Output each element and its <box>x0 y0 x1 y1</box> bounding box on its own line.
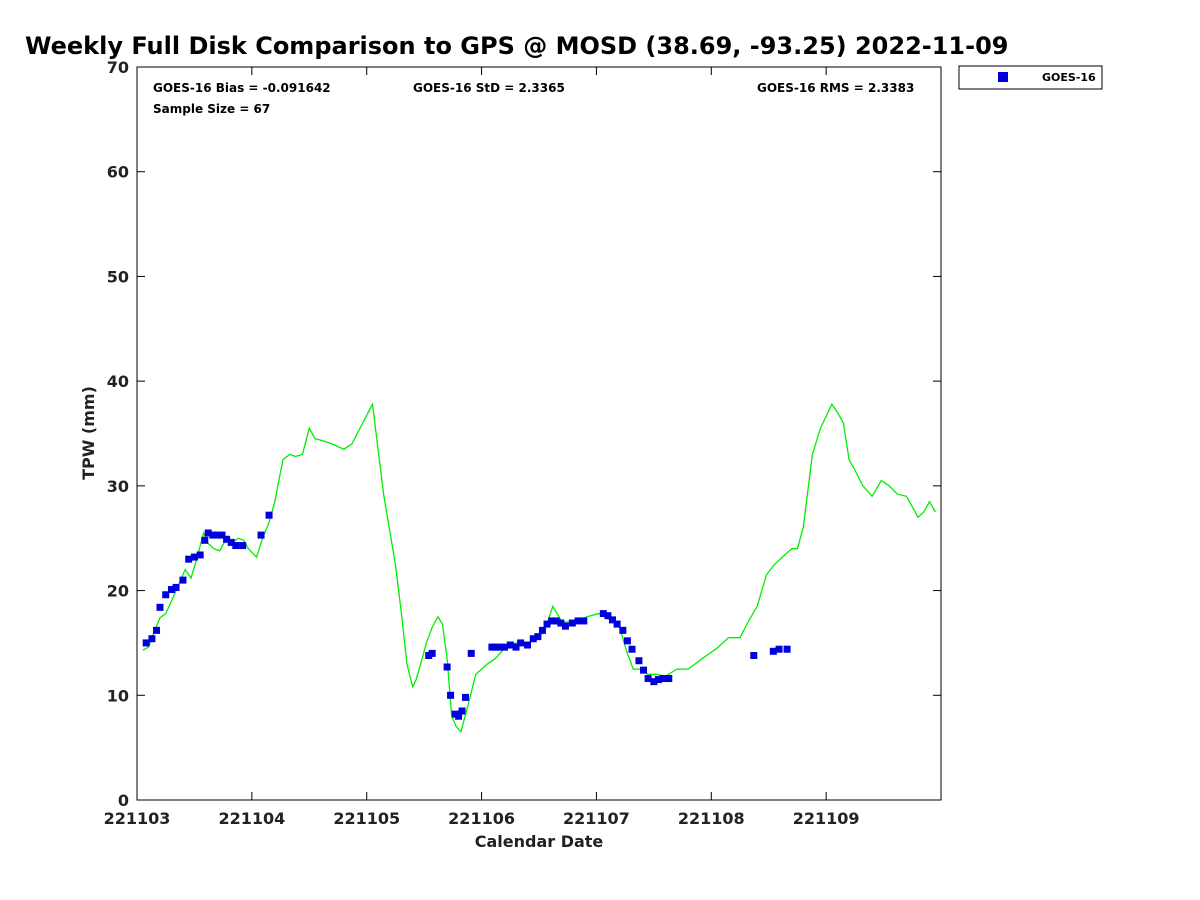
goes-16-point <box>543 620 551 628</box>
goes-16-point <box>501 643 509 651</box>
legend-box <box>958 65 1103 90</box>
goes-16-point <box>552 617 560 625</box>
goes-16-point <box>561 622 569 630</box>
goes-16-point <box>613 620 621 628</box>
gps-series <box>142 402 936 734</box>
goes-16-point <box>461 693 469 701</box>
x-tick-label: 221103 <box>104 809 171 828</box>
goes-16-point <box>619 626 627 634</box>
goes-16-point <box>223 535 231 543</box>
goes-16-point <box>609 616 617 624</box>
goes-16-point <box>201 536 209 544</box>
goes-16-point <box>467 649 475 657</box>
legend-marker <box>998 72 1008 82</box>
goes-16-point <box>209 531 217 539</box>
goes-16-point <box>599 610 607 618</box>
x-axis-label: Calendar Date <box>475 832 604 851</box>
goes-16-point <box>659 675 667 683</box>
goes-16-point <box>148 635 156 643</box>
goes-16-point <box>534 633 542 641</box>
goes-16-point <box>654 676 662 684</box>
goes-16-point <box>447 691 455 699</box>
goes-16-point <box>491 643 499 651</box>
y-tick-label: 20 <box>107 582 129 601</box>
x-tick-label: 221108 <box>678 809 745 828</box>
goes-16-point <box>232 542 240 550</box>
x-tick-label: 221104 <box>218 809 285 828</box>
x-tick-label: 221109 <box>793 809 860 828</box>
goes-16-point <box>239 542 247 550</box>
goes-16-point <box>640 666 648 674</box>
goes-16-point <box>185 555 193 563</box>
rms-stat: GOES-16 RMS = 2.3383 <box>757 81 914 95</box>
goes-16-point <box>604 612 612 620</box>
goes-16-point <box>156 603 164 611</box>
goes-16-point <box>265 511 273 519</box>
y-tick-label: 40 <box>107 372 129 391</box>
goes-16-point <box>496 643 504 651</box>
plot-frame <box>136 66 942 801</box>
goes-16-point <box>524 641 532 649</box>
goes-16-point <box>218 531 226 539</box>
std-stat: GOES-16 StD = 2.3365 <box>413 81 565 95</box>
goes-16-point <box>512 643 520 651</box>
goes-16-point <box>190 553 198 561</box>
goes-16-point <box>204 529 212 537</box>
y-tick-label: 70 <box>107 58 129 77</box>
y-tick-label: 0 <box>118 791 129 810</box>
legend: GOES-16 <box>958 65 1103 90</box>
goes-16-point <box>623 637 631 645</box>
goes-16-point <box>644 675 652 683</box>
goes-16-point <box>635 657 643 665</box>
goes-16-point <box>153 626 161 634</box>
goes-16-point <box>257 531 265 539</box>
sample-size-stat: Sample Size = 67 <box>153 102 270 116</box>
x-tick-label: 221105 <box>333 809 400 828</box>
goes-16-point <box>750 651 758 659</box>
goes-16-point <box>428 649 436 657</box>
goes-16-point <box>769 647 777 655</box>
y-tick-label: 50 <box>107 267 129 286</box>
goes-16-point <box>179 576 187 584</box>
x-tick-label: 221107 <box>563 809 630 828</box>
goes-16-point <box>196 551 204 559</box>
goes-16-point <box>665 675 673 683</box>
chart-title: Weekly Full Disk Comparison to GPS @ MOS… <box>25 32 1008 60</box>
goes-16-point <box>574 617 582 625</box>
goes-16-point <box>227 538 235 546</box>
goes-16-point <box>162 591 170 599</box>
y-axis: 0 10 20 30 40 50 60 70 <box>107 58 941 810</box>
gps-line <box>142 402 936 734</box>
goes-16-point <box>458 707 466 715</box>
goes-16-point <box>455 712 463 720</box>
goes-16-series <box>142 511 791 720</box>
goes-16-point <box>650 678 658 686</box>
goes-16-point <box>775 645 783 653</box>
goes-16-point <box>529 635 537 643</box>
y-axis-label: TPW (mm) <box>79 386 98 480</box>
goes-16-point <box>506 641 514 649</box>
goes-16-point <box>628 645 636 653</box>
goes-16-point <box>538 626 546 634</box>
goes-16-point <box>568 619 576 627</box>
legend-label: GOES-16 <box>1042 71 1096 84</box>
goes-16-point <box>213 531 221 539</box>
x-tick-label: 221106 <box>448 809 515 828</box>
goes-16-point <box>580 617 588 625</box>
y-tick-label: 10 <box>107 686 129 705</box>
plot-area <box>136 66 942 801</box>
goes-16-point <box>517 639 525 647</box>
goes-16-point <box>167 586 175 594</box>
goes-16-point <box>548 617 556 625</box>
goes-16-point <box>142 639 150 647</box>
y-tick-label: 60 <box>107 163 129 182</box>
goes-16-point <box>557 619 565 627</box>
goes-16-point <box>783 645 791 653</box>
bias-stat: GOES-16 Bias = -0.091642 <box>153 81 331 95</box>
x-axis: 221103 221104 221105 221106 221107 221108 2211… <box>104 67 860 828</box>
goes-16-point <box>443 663 451 671</box>
y-tick-label: 30 <box>107 477 129 496</box>
goes-16-point <box>172 583 180 591</box>
